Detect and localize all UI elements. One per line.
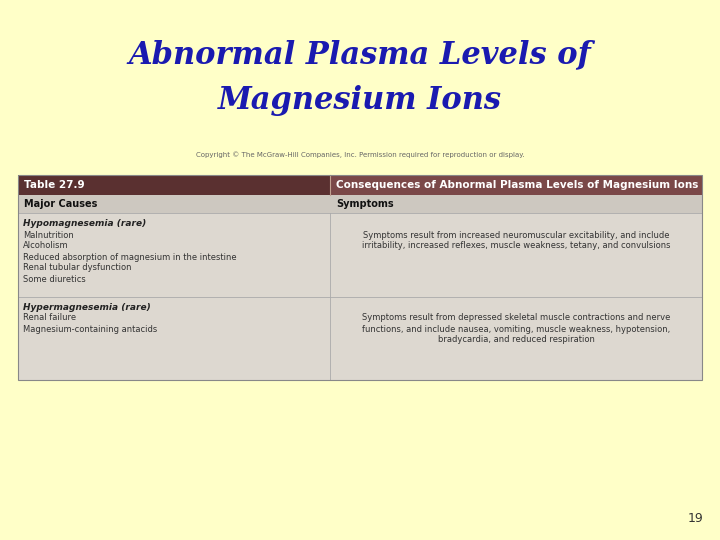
Text: Alcoholism: Alcoholism <box>23 241 68 251</box>
Text: Symptoms result from depressed skeletal muscle contractions and nerve: Symptoms result from depressed skeletal … <box>362 314 670 322</box>
Text: Symptoms result from increased neuromuscular excitability, and include: Symptoms result from increased neuromusc… <box>363 231 670 240</box>
Text: Some diuretics: Some diuretics <box>23 274 86 284</box>
Text: Renal failure: Renal failure <box>23 314 76 322</box>
Text: Hypermagnesemia (rare): Hypermagnesemia (rare) <box>23 302 150 312</box>
Text: Copyright © The McGraw-Hill Companies, Inc. Permission required for reproduction: Copyright © The McGraw-Hill Companies, I… <box>196 152 524 158</box>
Text: bradycardia, and reduced respiration: bradycardia, and reduced respiration <box>438 335 595 345</box>
Text: Reduced absorption of magnesium in the intestine: Reduced absorption of magnesium in the i… <box>23 253 237 261</box>
Text: Abnormal Plasma Levels of: Abnormal Plasma Levels of <box>129 39 591 71</box>
Text: Renal tubular dysfunction: Renal tubular dysfunction <box>23 264 132 273</box>
Text: 19: 19 <box>688 512 703 525</box>
Bar <box>18 195 702 213</box>
Bar <box>18 175 330 195</box>
Text: functions, and include nausea, vomiting, muscle weakness, hypotension,: functions, and include nausea, vomiting,… <box>362 325 670 334</box>
Text: Magnesium Ions: Magnesium Ions <box>218 84 502 116</box>
Text: Table 27.9: Table 27.9 <box>24 180 85 190</box>
Text: Magnesium-containing antacids: Magnesium-containing antacids <box>23 325 157 334</box>
Text: Symptoms: Symptoms <box>336 199 394 209</box>
Text: irritability, increased reflexes, muscle weakness, tetany, and convulsions: irritability, increased reflexes, muscle… <box>361 241 670 251</box>
Bar <box>18 175 702 380</box>
Text: Malnutrition: Malnutrition <box>23 231 73 240</box>
Text: Hypomagnesemia (rare): Hypomagnesemia (rare) <box>23 219 146 228</box>
Text: Major Causes: Major Causes <box>24 199 97 209</box>
Bar <box>18 213 702 380</box>
Text: Consequences of Abnormal Plasma Levels of Magnesium Ions: Consequences of Abnormal Plasma Levels o… <box>336 180 698 190</box>
Bar <box>18 175 702 195</box>
